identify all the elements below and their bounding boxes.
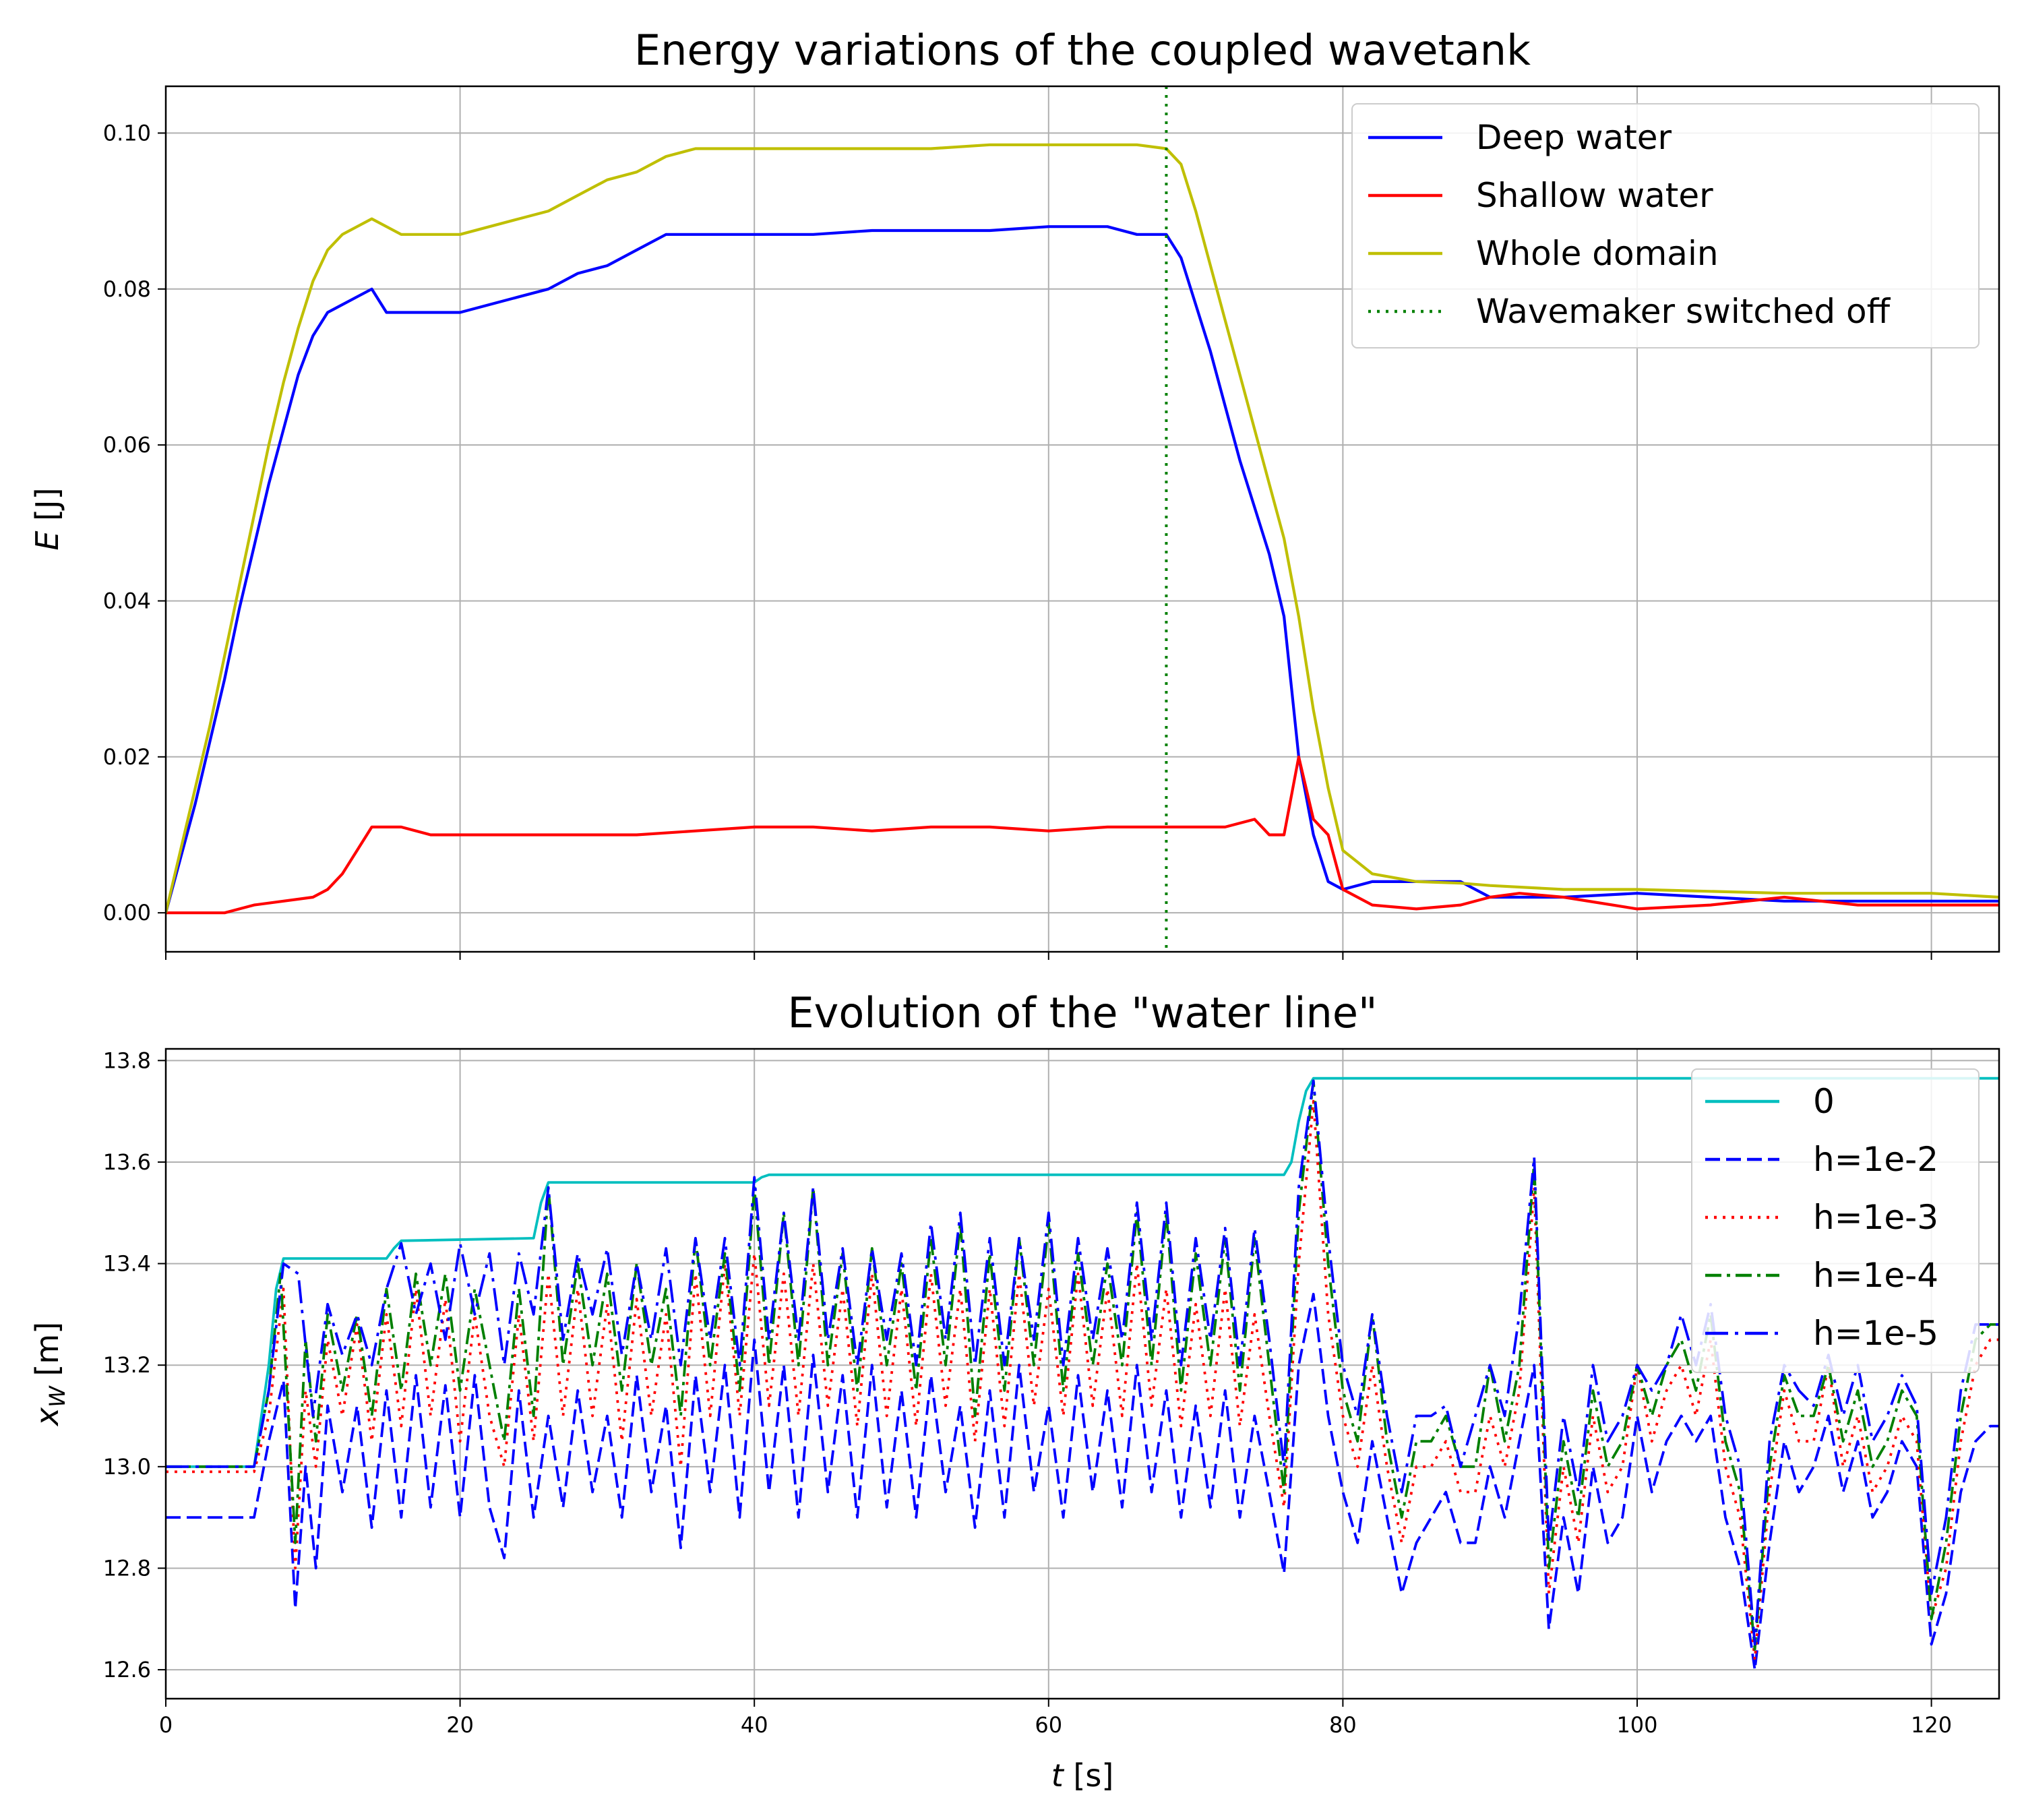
waterline-series-h-1e-3 (166, 1099, 1999, 1661)
energy-legend: Deep water Shallow water Whole domain Wavem… (1351, 103, 1980, 348)
waterline-legend-label: h=1e-5 (1813, 1314, 1938, 1353)
waterline-plot-frame (164, 1048, 2000, 1700)
energy-series-shallow-water (166, 755, 1999, 915)
energy-ticks: 0.00 0.02 0.04 0.06 0.08 0.10 (103, 120, 1932, 960)
energy-legend-label: Wavemaker switched off (1476, 292, 1891, 331)
waterline-y-tick-label: 13.4 (103, 1251, 151, 1277)
waterline-chart-title: Evolution of the "water line" (788, 988, 1378, 1037)
waterline-series-0 (166, 1076, 1999, 1468)
energy-legend-box (1351, 103, 1980, 348)
waterline-legend-items: 0 h=1e-2 h=1e-3 h=1e-4 h=1e-5 (1705, 1082, 1938, 1353)
energy-y-tick-label: 0.06 (103, 432, 151, 458)
energy-legend-label: Shallow water (1476, 176, 1713, 215)
energy-y-tick-label: 0.04 (103, 588, 151, 613)
waterline-legend-label: h=1e-4 (1813, 1256, 1938, 1295)
waterline-x-axis-label: t [s] (1051, 1757, 1114, 1794)
energy-y-tick-label: 0.02 (103, 744, 151, 770)
energy-y-tick-label: 0.08 (103, 276, 151, 302)
energy-series-layer (166, 86, 1999, 952)
waterline-series-h-1e-2 (166, 1292, 1999, 1672)
waterline-x-tick-label: 40 (741, 1712, 768, 1738)
energy-legend-label: Deep water (1476, 118, 1672, 157)
waterline-legend: 0 h=1e-2 h=1e-3 h=1e-4 h=1e-5 (1691, 1068, 1980, 1373)
energy-y-axis-label: E [J] (29, 487, 65, 550)
waterline-y-tick-label: 12.8 (103, 1555, 151, 1581)
waterline-y-tick-label: 13.0 (103, 1454, 151, 1480)
waterline-panel: Evolution of the "water line" 0 20 40 60 80 1… (29, 988, 2000, 1794)
energy-series-whole-domain (166, 143, 1999, 913)
waterline-x-tick-label: 100 (1616, 1712, 1657, 1738)
waterline-x-tick-label: 120 (1911, 1712, 1952, 1738)
waterline-series-h-1e-4 (166, 1079, 1999, 1651)
waterline-x-tick-label: 60 (1035, 1712, 1062, 1738)
waterline-legend-label: h=1e-3 (1813, 1198, 1938, 1237)
waterline-legend-label: 0 (1813, 1082, 1835, 1121)
energy-y-tick-label: 0.10 (103, 120, 151, 146)
waterline-y-tick-label: 13.8 (103, 1048, 151, 1073)
waterline-x-tick-label: 0 (159, 1712, 173, 1738)
energy-legend-label: Whole domain (1476, 234, 1719, 273)
waterline-y-tick-label: 13.2 (103, 1352, 151, 1378)
waterline-ticks: 0 20 40 60 80 100 120 12.6 12.8 13.0 13.2 13.4 13.6 1… (103, 1048, 1952, 1738)
waterline-legend-label: h=1e-2 (1813, 1140, 1938, 1179)
waterline-legend-box (1691, 1068, 1980, 1373)
energy-panel: Energy variations of the coupled wavetan… (29, 26, 2000, 960)
waterline-y-tick-label: 13.6 (103, 1149, 151, 1175)
waterline-x-tick-label: 80 (1329, 1712, 1357, 1738)
energy-series-deep-water (166, 225, 1999, 913)
waterline-y-tick-label: 12.6 (103, 1657, 151, 1682)
waterline-y-axis-label: xW [m] (29, 1322, 70, 1427)
waterline-x-tick-label: 20 (446, 1712, 474, 1738)
energy-plot-frame (164, 85, 2000, 953)
energy-legend-items: Deep water Shallow water Whole domain Wavem… (1368, 118, 1891, 331)
energy-y-tick-label: 0.00 (103, 900, 151, 926)
energy-chart-title: Energy variations of the coupled wavetan… (634, 26, 1531, 75)
